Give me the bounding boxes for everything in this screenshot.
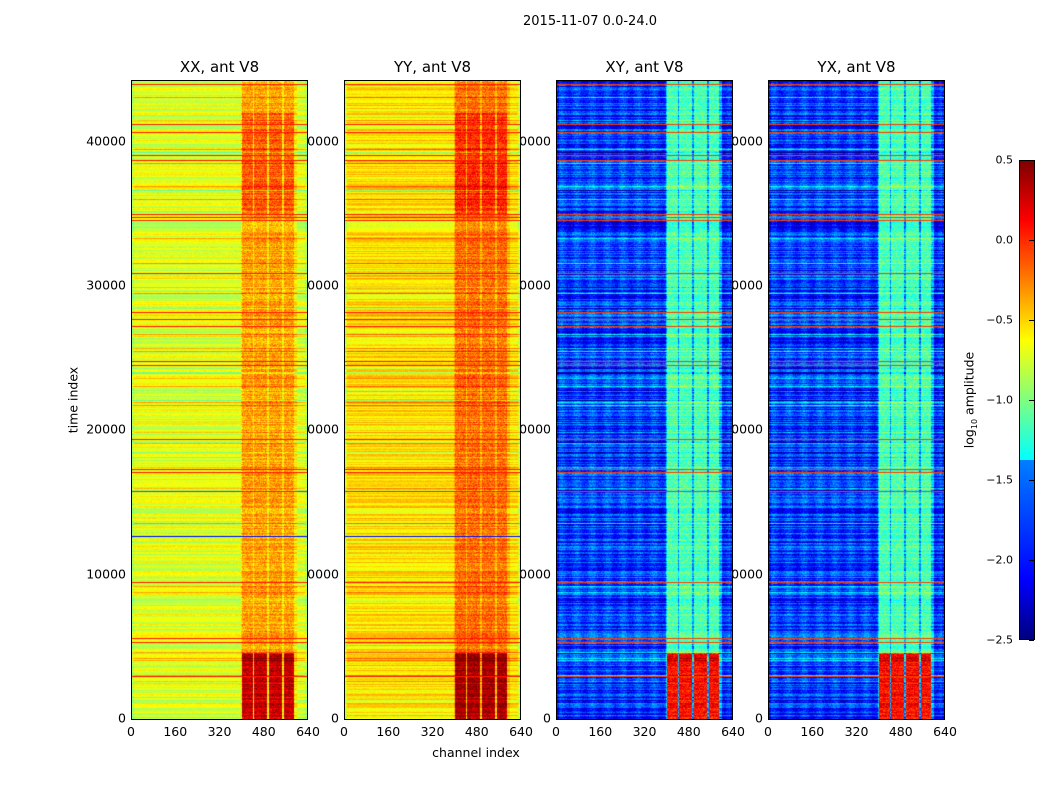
y-tick-label: 30000 [86,277,126,293]
y-tick-label: 40000 [723,133,763,149]
heatmap-panel-xy [556,80,733,720]
y-tick-label: 10000 [86,566,126,582]
y-tick-label: 20000 [723,421,763,437]
colorbar-tick [1029,160,1034,161]
colorbar-tick [1029,560,1034,561]
colorbar-tick [1029,400,1034,401]
y-tick-label: 40000 [299,133,339,149]
y-tick-label: 20000 [299,421,339,437]
y-tick-label: 0 [755,710,763,726]
figure-title: 2015-11-07 0.0-24.0 [523,14,657,29]
heatmap-image [345,81,520,719]
heatmap-panel-yy [344,80,521,720]
y-tick-label: 30000 [299,277,339,293]
x-tick-label: 160 [588,724,613,739]
colorbar-tick-label: −2.0 [986,553,1013,567]
x-tick-label: 640 [509,724,533,739]
y-tick-label: 20000 [86,421,126,437]
colorbar-tick-label: −0.5 [986,313,1013,327]
y-tick-label: 0 [331,710,339,726]
colorbar-tick-label: −1.5 [986,473,1013,487]
x-tick-label: 640 [296,724,320,739]
y-tick-label: 10000 [723,566,763,582]
x-tick-label: 320 [632,724,657,739]
panel-title: YX, ant V8 [817,58,896,76]
x-tick-label: 160 [163,724,188,739]
x-tick-label: 480 [676,724,701,739]
heatmap-image [557,81,732,719]
x-tick-label: 480 [251,724,276,739]
colorbar-tick [1029,640,1034,641]
y-tick-label: 10000 [511,566,551,582]
y-tick-label: 20000 [511,421,551,437]
x-axis-label: channel index [432,745,520,760]
y-axis-label: time index [65,366,81,434]
y-tick-label: 30000 [511,277,551,293]
y-tick-label: 40000 [511,133,551,149]
heatmap-image [769,81,944,719]
colorbar-tick-label: −1.0 [986,393,1013,407]
x-tick-label: 480 [888,724,913,739]
x-tick-label: 320 [207,724,232,739]
panel-title: YY, ant V8 [393,58,471,76]
x-tick-label: 320 [844,724,869,739]
panel-title: XY, ant V8 [605,58,684,76]
heatmap-image [132,81,307,719]
x-tick-label: 320 [420,724,445,739]
colorbar-tick-label: 0.0 [995,233,1014,247]
x-tick-label: 160 [800,724,825,739]
colorbar-tick [1029,240,1034,241]
x-tick-label: 160 [376,724,401,739]
y-tick-label: 10000 [299,566,339,582]
colorbar [1019,160,1035,640]
x-tick-label: 480 [464,724,489,739]
x-tick-label: 0 [764,724,772,739]
colorbar-label: log10 amplitude [961,351,979,449]
x-tick-label: 640 [721,724,745,739]
y-tick-label: 30000 [723,277,763,293]
x-tick-label: 0 [340,724,348,739]
colorbar-tick-label: 0.5 [995,153,1014,167]
y-tick-label: 0 [543,710,551,726]
x-tick-label: 0 [552,724,560,739]
colorbar-tick [1029,320,1034,321]
heatmap-panel-xx [131,80,308,720]
colorbar-tick [1029,480,1034,481]
y-tick-label: 40000 [86,133,126,149]
x-tick-label: 640 [933,724,957,739]
colorbar-tick-label: −2.5 [986,633,1013,647]
y-tick-label: 0 [118,710,126,726]
panel-title: XX, ant V8 [179,58,260,76]
x-tick-label: 0 [127,724,135,739]
heatmap-panel-yx [768,80,945,720]
